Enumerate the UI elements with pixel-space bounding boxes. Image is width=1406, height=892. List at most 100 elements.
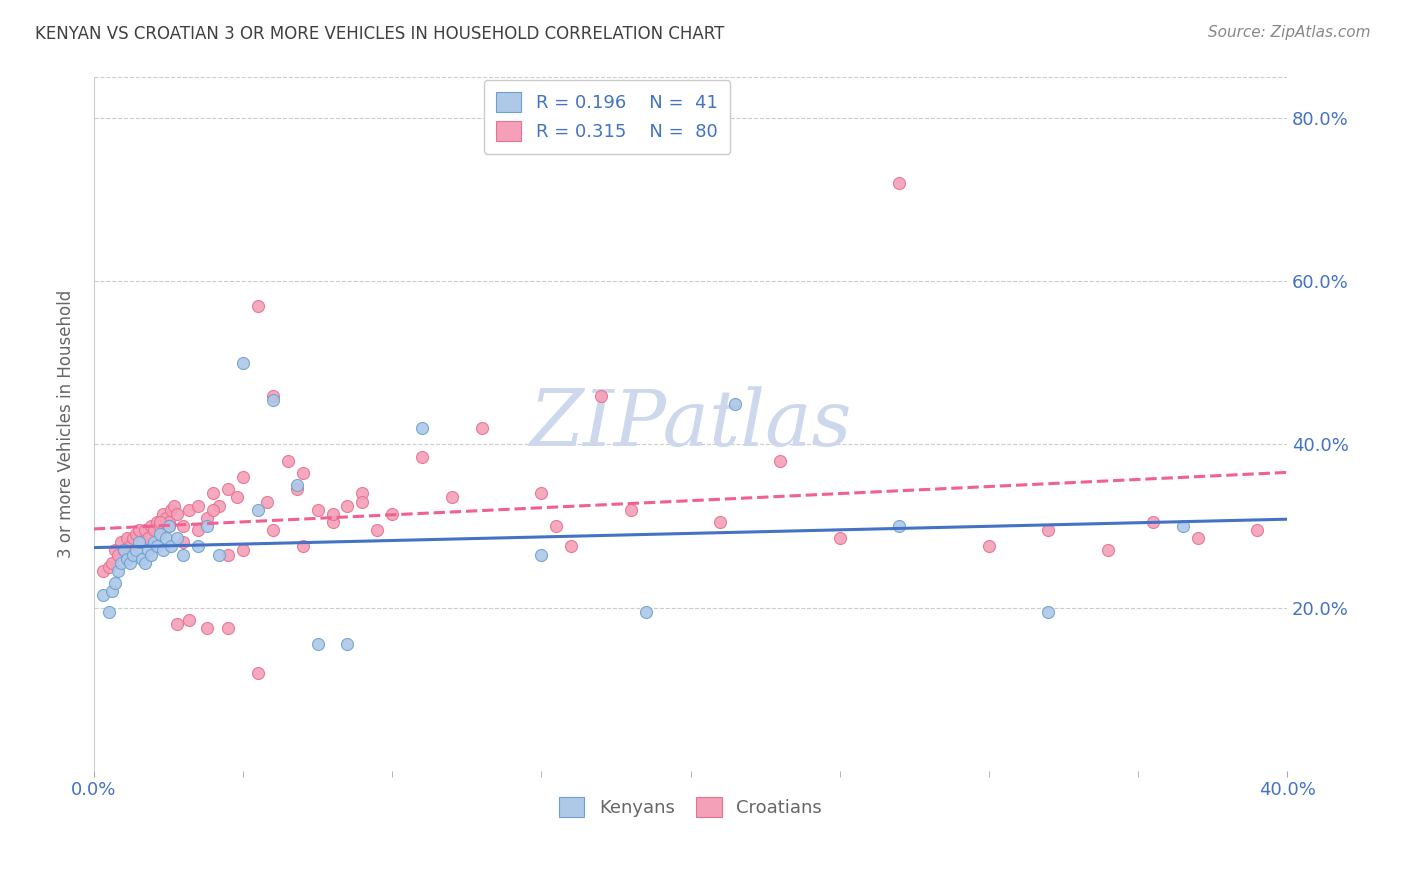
Point (202, 502, 225, 516)
Point (157, 515, 180, 529)
Point (172, 548, 194, 562)
Point (208, 548, 231, 562)
Point (232, 543, 254, 558)
Point (195, 519, 218, 533)
Point (101, 556, 124, 570)
Point (112, 543, 135, 558)
Point (179, 613, 201, 627)
Point (352, 486, 374, 500)
Point (121, 548, 143, 562)
Point (977, 540, 1000, 554)
Point (128, 523, 150, 537)
Point (118, 556, 141, 570)
Point (163, 499, 186, 513)
Point (256, 494, 278, 508)
Point (166, 531, 188, 545)
Point (262, 523, 284, 537)
Point (1038, 605, 1060, 619)
Point (1038, 523, 1060, 537)
Point (336, 637, 359, 651)
Point (1246, 523, 1268, 537)
Point (104, 543, 127, 558)
Point (101, 584, 124, 599)
Point (828, 531, 851, 545)
Point (366, 523, 388, 537)
Point (322, 507, 344, 521)
Point (634, 605, 657, 619)
Point (136, 543, 159, 558)
Point (285, 478, 308, 492)
Point (145, 515, 167, 529)
Point (110, 556, 132, 570)
Point (142, 535, 165, 549)
Point (142, 523, 165, 537)
Point (148, 519, 170, 533)
Point (152, 507, 174, 521)
Point (202, 486, 225, 500)
Point (208, 499, 231, 513)
Point (246, 299, 269, 313)
Point (179, 502, 201, 516)
Point (291, 466, 314, 480)
Point (530, 486, 553, 500)
Point (232, 470, 254, 484)
Point (187, 499, 209, 513)
Point (262, 388, 284, 402)
Point (148, 527, 170, 541)
Point (136, 531, 159, 545)
Point (107, 548, 129, 562)
Point (110, 535, 132, 549)
Point (157, 519, 180, 533)
Point (115, 551, 138, 566)
Point (166, 616, 188, 631)
Point (1097, 543, 1119, 558)
Point (139, 519, 162, 533)
Point (139, 548, 162, 562)
Point (131, 551, 153, 566)
Point (530, 548, 553, 562)
Point (352, 494, 374, 508)
Point (187, 540, 209, 554)
Point (277, 454, 299, 468)
Point (157, 519, 180, 533)
Point (724, 397, 747, 411)
Point (217, 621, 239, 635)
Point (232, 356, 254, 370)
Point (589, 388, 612, 402)
Point (125, 543, 148, 558)
Text: ZIPatlas: ZIPatlas (529, 386, 852, 462)
Point (1171, 519, 1194, 533)
Point (187, 523, 209, 537)
Point (195, 621, 218, 635)
Point (889, 177, 911, 191)
Point (285, 483, 308, 497)
Point (97, 559, 120, 574)
Point (104, 576, 127, 591)
Point (709, 515, 731, 529)
Point (125, 527, 148, 541)
Point (889, 519, 911, 533)
Point (145, 540, 167, 554)
Point (166, 507, 188, 521)
Point (91, 588, 114, 602)
Point (307, 637, 329, 651)
Point (91, 564, 114, 578)
Point (152, 543, 174, 558)
Point (155, 531, 177, 545)
Point (440, 491, 463, 505)
Point (291, 540, 314, 554)
Point (769, 454, 792, 468)
Point (134, 556, 156, 570)
Point (115, 531, 138, 545)
Point (1142, 515, 1164, 529)
Point (160, 540, 183, 554)
Point (118, 540, 141, 554)
Text: KENYAN VS CROATIAN 3 OR MORE VEHICLES IN HOUSEHOLD CORRELATION CHART: KENYAN VS CROATIAN 3 OR MORE VEHICLES IN… (35, 25, 724, 43)
Point (1187, 531, 1209, 545)
Point (195, 511, 218, 525)
Point (131, 535, 153, 549)
Point (246, 502, 269, 516)
Point (97, 605, 120, 619)
Text: Source: ZipAtlas.com: Source: ZipAtlas.com (1208, 25, 1371, 40)
Point (411, 421, 433, 435)
